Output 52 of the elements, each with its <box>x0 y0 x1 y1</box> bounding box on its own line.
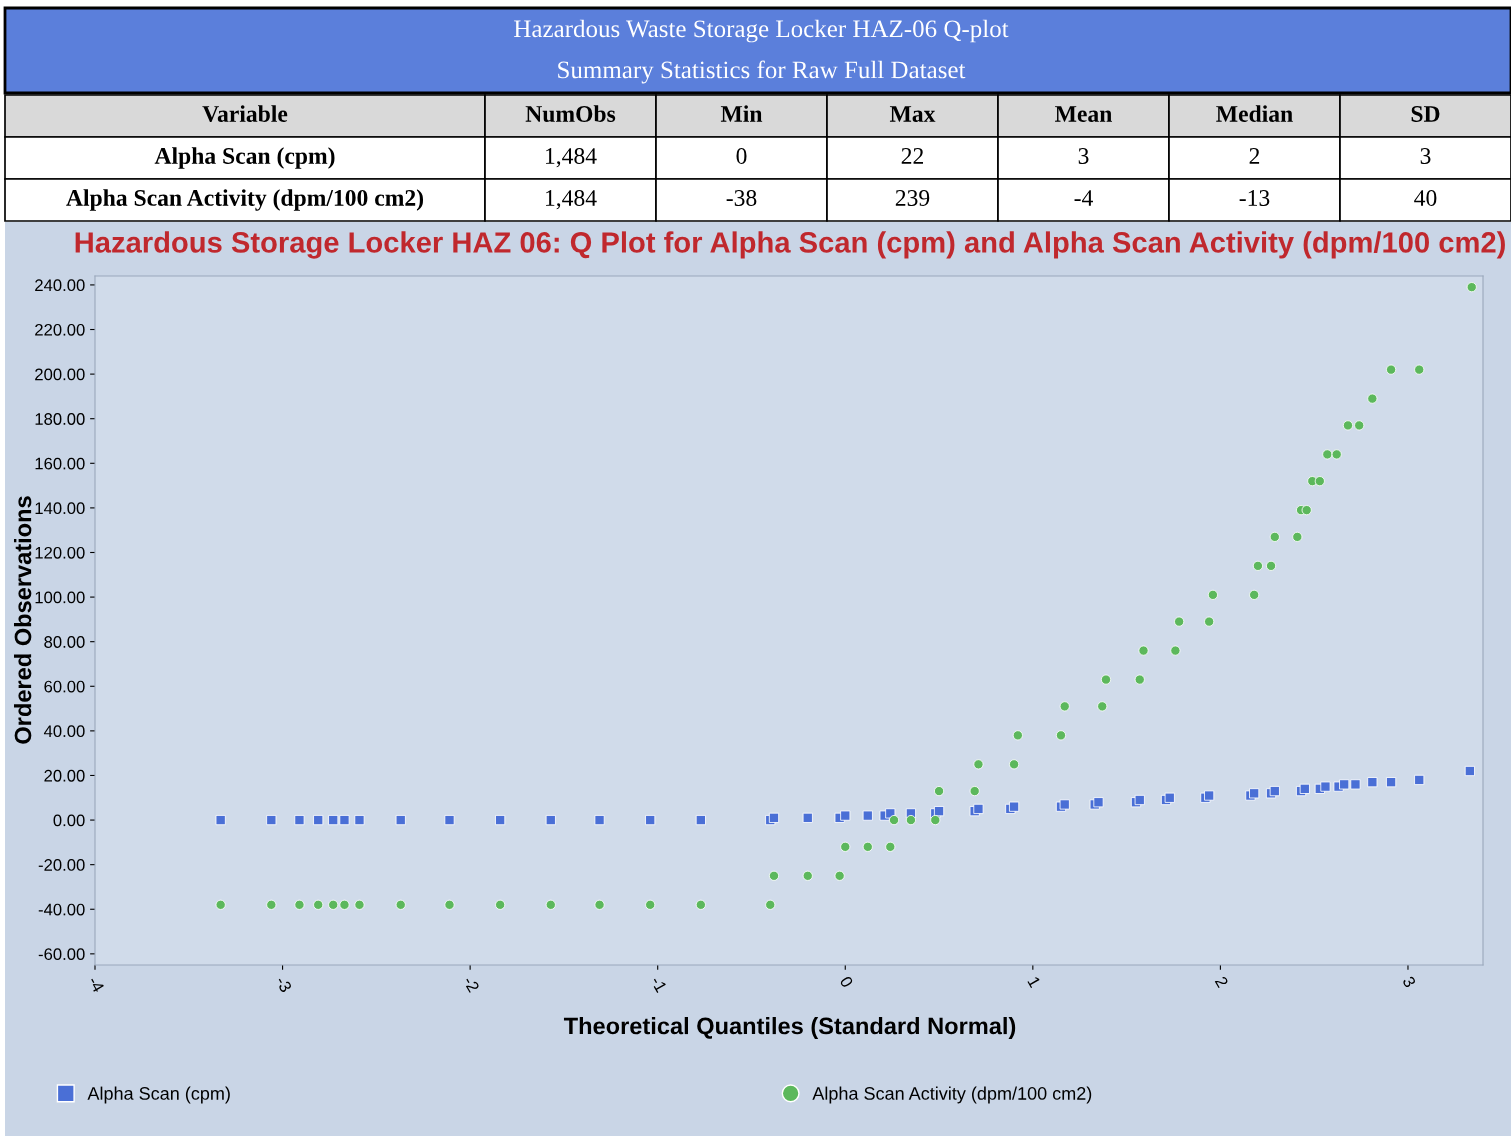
y-tick-label: 240.00 <box>35 279 85 292</box>
text: 3 <box>1078 148 1089 164</box>
y-tick-label: 60.00 <box>44 680 85 693</box>
text: -4 <box>1074 190 1093 206</box>
text: Summary Statistics for Raw Full Dataset <box>558 60 966 84</box>
y-tick-label: 0.00 <box>53 814 85 827</box>
x-tick-label: 1 <box>1027 976 1041 989</box>
y-tick-label: -40.00 <box>38 903 85 916</box>
x-tick-label: 3 <box>1402 975 1417 989</box>
y-tick-label: 80.00 <box>44 636 85 648</box>
legend-label: Alpha Scan Activity (dpm/100 cm2) <box>812 1086 1092 1104</box>
y-tick-label: 120.00 <box>35 546 85 559</box>
y-tick-label: 100.00 <box>35 591 85 604</box>
text: 239 <box>895 190 930 206</box>
y-tick-label: 180.00 <box>35 413 85 425</box>
category-label: Max <box>889 106 936 122</box>
y-tick-label: 20.00 <box>44 769 85 782</box>
text: 1,484 <box>546 189 597 210</box>
category-label: Median <box>1216 105 1293 122</box>
y-tick-label: 200.00 <box>35 368 85 381</box>
legend-label: Alpha Scan (cpm) <box>87 1086 230 1104</box>
y-tick-label: -20.00 <box>38 859 85 871</box>
x-tick-label: 2 <box>1214 975 1229 989</box>
text: 22 <box>901 148 923 164</box>
text: 40 <box>1414 189 1437 206</box>
y-tick-label: -60.00 <box>38 948 85 961</box>
category-label: Variable <box>202 105 288 123</box>
text: -13 <box>1239 190 1270 206</box>
chart-title: Hazardous Storage Locker HAZ 06: Q Plot for Alpha Scan (cpm) and Alpha Scan Activity (dpm/100 cm2) <box>75 231 1505 259</box>
text: 2 <box>1249 148 1260 164</box>
text: Alpha Scan Activity (dpm/100 cm2) <box>66 189 424 211</box>
x-axis-title: Theoretical Quantiles (Standard Normal) <box>563 1016 1016 1040</box>
x-tick-label: 0 <box>839 975 854 989</box>
x-tick-label: -1 <box>650 975 668 993</box>
text: 3 <box>1420 148 1431 164</box>
category-label: SD <box>1411 106 1440 122</box>
category-label: Mean <box>1055 106 1112 122</box>
x-tick-label: -3 <box>275 975 293 994</box>
category-label: NumObs <box>525 105 616 122</box>
x-tick-label: -4 <box>87 975 105 994</box>
y-axis-title: Ordered Observations <box>14 496 32 744</box>
y-tick-label: 160.00 <box>35 457 85 470</box>
text: -38 <box>726 189 757 206</box>
text: 1,484 <box>546 147 597 168</box>
y-tick-label: 40.00 <box>43 725 85 738</box>
y-tick-label: 220.00 <box>35 323 85 336</box>
category-label: Min <box>720 105 763 122</box>
x-tick-label: -2 <box>463 975 480 993</box>
y-tick-label: 140.00 <box>35 502 85 515</box>
text: Hazardous Waste Storage Locker HAZ-06 Q-plot <box>514 19 1009 43</box>
text: Alpha Scan (cpm) <box>154 147 335 169</box>
text: 0 <box>736 147 747 164</box>
